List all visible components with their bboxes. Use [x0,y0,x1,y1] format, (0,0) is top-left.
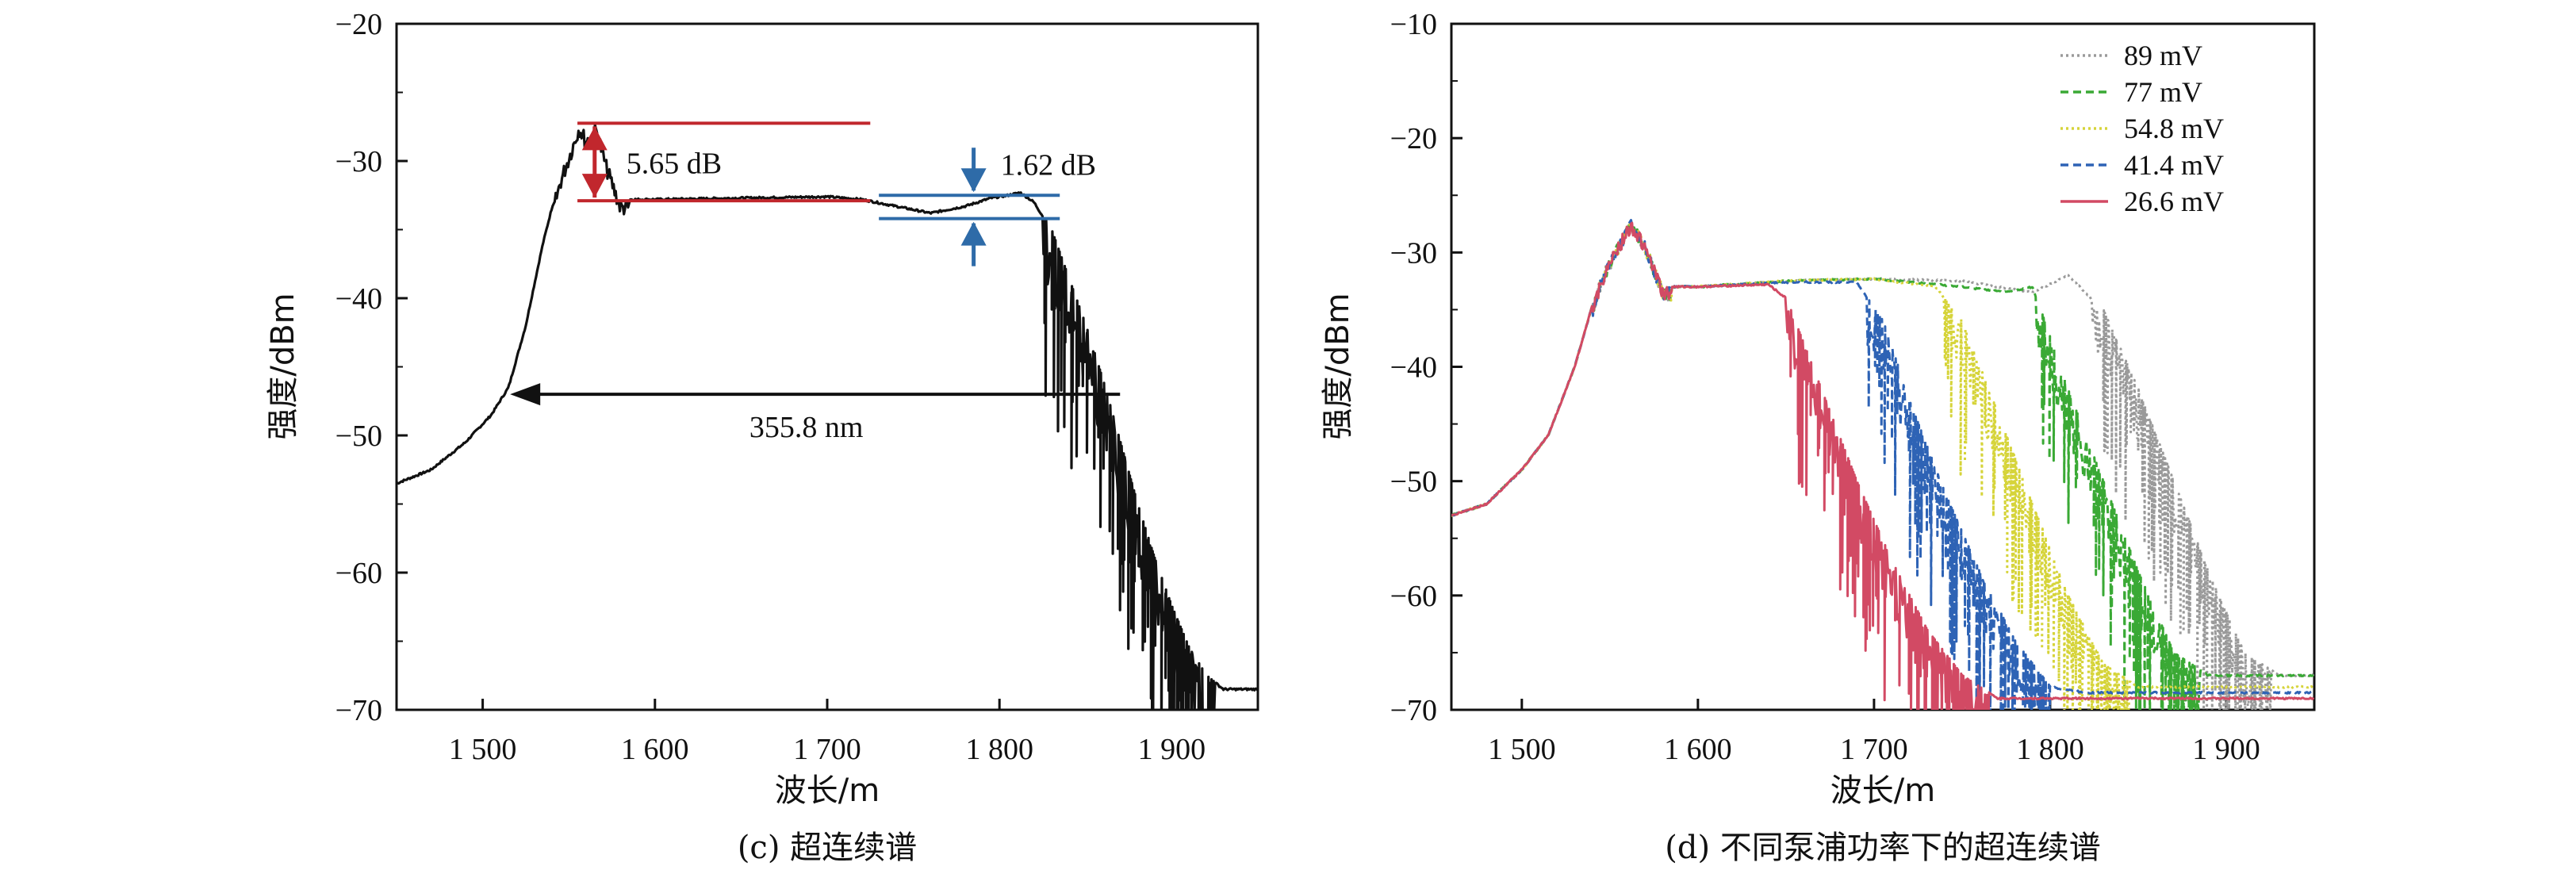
y-tick-label: −10 [1390,8,1437,41]
figure-caption: (d) 不同泵浦功率下的超连续谱 [1665,830,2101,866]
panel-c: 1 500 1 600 1 700 1 800 1 900 −70 −60 −50 −40 −30… [265,8,1259,866]
x-tick-label: 1 700 [1840,733,1908,766]
legend-label: 77 mV [2124,76,2202,108]
y-tick-label: −60 [1390,580,1437,613]
legend-label: 41.4 mV [2124,149,2224,181]
y-tick-label: −20 [1390,122,1437,155]
series-line-54-8-mV [1451,220,2314,710]
legend-label: 89 mV [2124,40,2202,71]
annotation-label: 355.8 nm [749,411,864,444]
x-tick-label: 1 500 [449,733,517,766]
annotation-arrowhead [960,221,987,246]
x-tick-label: 1 800 [965,733,1033,766]
annotation-2: 1.62 dB [879,148,1096,266]
y-tick-label: −70 [335,694,382,727]
annotation-arrowhead [581,126,608,151]
x-tick-label: 1 600 [621,733,689,766]
annotation-arrowhead [960,168,987,193]
x-axis-title: 波长/m [775,772,880,809]
series-line-77-mV [1451,224,2314,710]
legend-label: 26.6 mV [2124,186,2224,217]
y-axis-title: 强度/dBm [1320,293,1356,439]
y-tick-label: −40 [335,282,382,316]
y-tick-label: −60 [335,557,382,590]
x-tick-label: 1 800 [2016,733,2084,766]
x-tick-label: 1 900 [1138,733,1206,766]
series-line-26-6-mV [1451,221,2314,710]
annotation-3: 355.8 nm [510,383,1121,444]
series-group [397,123,1258,710]
annotation-label: 5.65 dB [627,147,722,180]
series-line-89-mV [1451,224,2314,710]
y-tick-label: −50 [335,420,382,453]
annotation-arrowhead [510,383,541,406]
y-tick-label: −40 [1390,351,1437,385]
annotation-arrowhead [581,174,608,198]
panel-d: 1 500 1 600 1 700 1 800 1 900 −70 −60 −50 −40 −30… [1320,8,2316,866]
x-axis-title: 波长/m [1830,772,1935,809]
annotation-label: 1.62 dB [1001,148,1096,182]
series-group [1451,219,2314,710]
x-tick-label: 1 900 [2192,733,2260,766]
y-tick-label: −30 [1390,236,1437,270]
y-axis-title: 强度/dBm [265,293,301,439]
series-line-1 [397,123,1258,710]
y-tick-label: −20 [335,8,382,41]
y-tick-label: −50 [1390,466,1437,499]
x-tick-label: 1 600 [1664,733,1732,766]
x-tick-label: 1 700 [793,733,861,766]
legend: 89 mV 77 mV 54.8 mV 41.4 mV 26.6 mV [2060,40,2224,217]
legend-label: 54.8 mV [2124,113,2224,144]
x-tick-label: 1 500 [1488,733,1556,766]
figure-caption: (c) 超连续谱 [738,830,917,866]
annotation-1: 5.65 dB [577,121,871,203]
y-tick-label: −70 [1390,694,1437,727]
y-tick-label: −30 [335,145,382,178]
